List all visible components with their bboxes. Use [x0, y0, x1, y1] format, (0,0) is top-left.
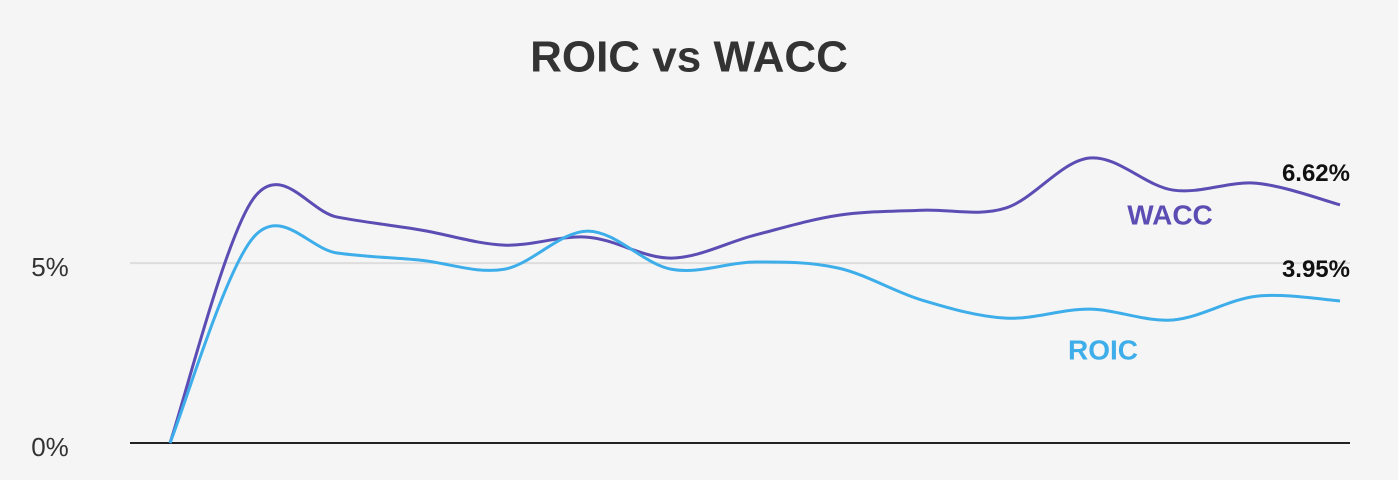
y-tick-label: 5% — [31, 252, 69, 282]
line — [168, 224, 1341, 444]
series-label: WACC — [1127, 199, 1213, 230]
y-tick-label: 0% — [31, 432, 69, 462]
series-label: ROIC — [1068, 334, 1138, 365]
chart-title: ROIC vs WACC — [530, 33, 848, 82]
line — [168, 156, 1341, 444]
value-label: 6.62% — [1282, 160, 1350, 187]
value-label: 3.95% — [1282, 256, 1350, 283]
